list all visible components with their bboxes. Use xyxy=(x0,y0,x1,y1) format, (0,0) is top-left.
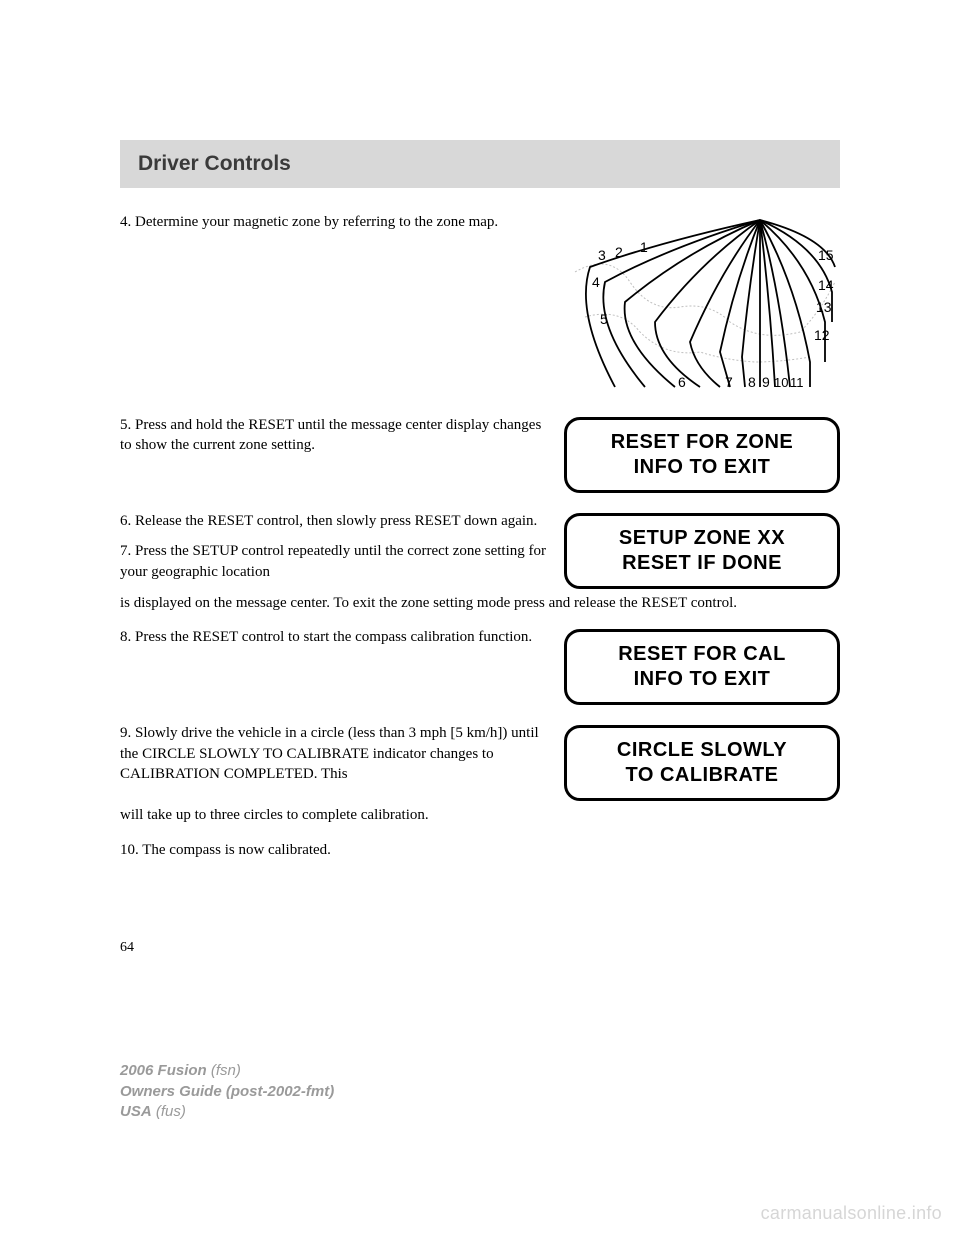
zone-label-4: 4 xyxy=(592,274,600,290)
step-6-7-row: 6. Release the RESET control, then slowl… xyxy=(120,511,840,589)
step-10-text: 10. The compass is now calibrated. xyxy=(120,840,840,860)
footer-region: USA xyxy=(120,1103,152,1120)
message-display-4: CIRCLE SLOWLY TO CALIBRATE xyxy=(564,725,840,801)
page-number: 64 xyxy=(120,940,840,956)
display-1-line1: RESET FOR ZONE xyxy=(611,430,794,455)
step-7-text-cont: is displayed on the message center. To e… xyxy=(120,593,840,613)
zone-map-svg: 1 2 3 4 5 6 7 8 9 10 11 12 13 14 15 xyxy=(570,212,840,392)
display-2-line2: RESET IF DONE xyxy=(622,551,782,576)
zone-label-5: 5 xyxy=(600,311,608,327)
zone-label-15: 15 xyxy=(818,247,834,263)
section-title: Driver Controls xyxy=(138,152,291,175)
footer-line-3: USA (fus) xyxy=(120,1102,334,1122)
footer-line-2: Owners Guide (post-2002-fmt) xyxy=(120,1082,334,1102)
footer-block: 2006 Fusion (fsn) Owners Guide (post-200… xyxy=(120,1061,334,1122)
zone-label-12: 12 xyxy=(814,327,830,343)
footer-model: 2006 Fusion xyxy=(120,1062,207,1079)
step-9-row: 9. Slowly drive the vehicle in a circle … xyxy=(120,723,840,801)
watermark: carmanualsonline.info xyxy=(761,1203,942,1224)
step-9-text-cont: will take up to three circles to complet… xyxy=(120,805,840,825)
manual-page: Driver Controls 4. Determine your magnet… xyxy=(0,0,960,956)
step-7-text-partial: 7. Press the SETUP control repeatedly un… xyxy=(120,541,552,582)
footer-guide: Owners Guide (post-2002-fmt) xyxy=(120,1083,334,1100)
display-3-line1: RESET FOR CAL xyxy=(618,642,786,667)
zone-label-6: 6 xyxy=(678,374,686,390)
step-8-row: 8. Press the RESET control to start the … xyxy=(120,627,840,705)
display-2-line1: SETUP ZONE XX xyxy=(619,526,785,551)
display-4-line2: TO CALIBRATE xyxy=(625,763,778,788)
step-5-text: 5. Press and hold the RESET until the me… xyxy=(120,415,564,456)
footer-model-paren: (fsn) xyxy=(211,1062,241,1079)
zone-label-10: 10 xyxy=(774,375,788,390)
zone-label-13: 13 xyxy=(816,299,832,315)
zone-label-9: 9 xyxy=(762,374,770,390)
step-8-text: 8. Press the RESET control to start the … xyxy=(120,627,564,647)
display-1-line2: INFO TO EXIT xyxy=(634,455,771,480)
step-4-row: 4. Determine your magnetic zone by refer… xyxy=(120,212,840,397)
zone-label-14: 14 xyxy=(818,277,834,293)
footer-region-paren: (fus) xyxy=(156,1103,186,1120)
zone-label-1: 1 xyxy=(640,239,648,255)
section-header: Driver Controls xyxy=(120,140,840,188)
zone-label-3: 3 xyxy=(598,247,606,263)
message-display-2: SETUP ZONE XX RESET IF DONE xyxy=(564,513,840,589)
zone-map-figure: 1 2 3 4 5 6 7 8 9 10 11 12 13 14 15 xyxy=(570,212,840,397)
step-6-text: 6. Release the RESET control, then slowl… xyxy=(120,511,552,531)
display-4-line1: CIRCLE SLOWLY xyxy=(617,738,787,763)
zone-label-7: 7 xyxy=(725,374,733,390)
step-6-7-text: 6. Release the RESET control, then slowl… xyxy=(120,511,564,582)
zone-label-8: 8 xyxy=(748,374,756,390)
step-9-text-partial: 9. Slowly drive the vehicle in a circle … xyxy=(120,723,564,784)
footer-line-1: 2006 Fusion (fsn) xyxy=(120,1061,334,1081)
message-display-3: RESET FOR CAL INFO TO EXIT xyxy=(564,629,840,705)
step-4-text: 4. Determine your magnetic zone by refer… xyxy=(120,212,570,232)
zone-label-2: 2 xyxy=(615,244,623,260)
display-3-line2: INFO TO EXIT xyxy=(634,667,771,692)
message-display-1: RESET FOR ZONE INFO TO EXIT xyxy=(564,417,840,493)
zone-label-11: 11 xyxy=(790,375,804,390)
step-5-row: 5. Press and hold the RESET until the me… xyxy=(120,415,840,493)
